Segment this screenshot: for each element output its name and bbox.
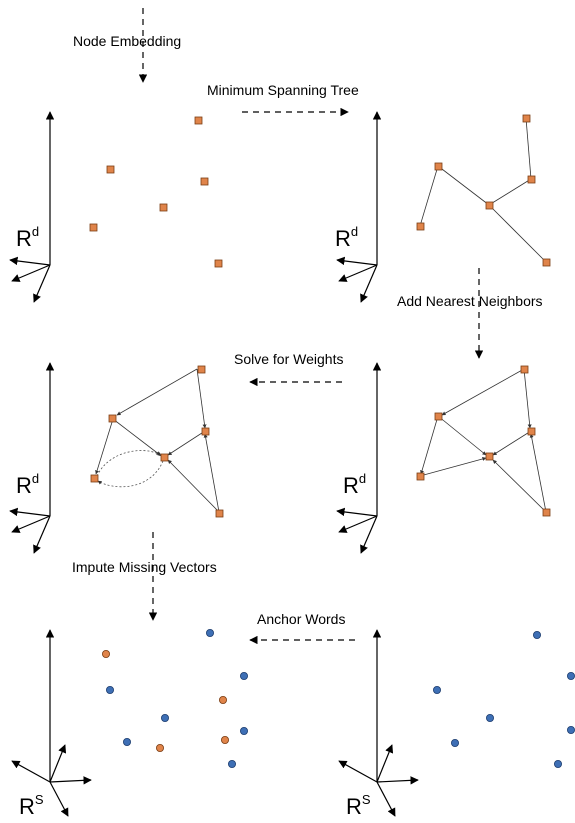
- node: [416, 472, 425, 481]
- step-solve-for-weights-label: Solve for Weights: [234, 351, 343, 367]
- anchor-node: [106, 686, 115, 695]
- node: [434, 162, 443, 171]
- node: [520, 365, 529, 374]
- imputed-node: [220, 736, 229, 745]
- node: [434, 412, 443, 421]
- step-node-embedding: Node Embedding: [73, 8, 181, 83]
- weight-arcs: [96, 450, 164, 488]
- node: [194, 116, 203, 125]
- anchor-node: [239, 672, 248, 681]
- imputed-node: [218, 696, 227, 705]
- node: [89, 223, 98, 232]
- step-anchor-words-label: Anchor Words: [257, 611, 345, 627]
- panel-impute-missing-vectors: RS: [11, 629, 248, 819]
- node: [485, 452, 494, 461]
- node: [200, 177, 209, 186]
- anchor-node: [432, 686, 441, 695]
- anchor-node: [533, 631, 542, 640]
- anchor-node: [485, 714, 494, 723]
- imputed-node: [102, 650, 111, 659]
- panel-anchor-words: RS: [338, 629, 575, 819]
- space-label: Rd: [16, 471, 39, 498]
- step-minimum-spanning-tree-label: Minimum Spanning Tree: [207, 82, 359, 98]
- step-solve-for-weights: Solve for Weights: [234, 351, 343, 387]
- weighted-edges: [95, 368, 220, 513]
- step-anchor-words: Anchor Words: [249, 611, 355, 645]
- space-label: RS: [19, 792, 44, 819]
- node: [542, 258, 551, 267]
- step-impute-missing-vectors: Impute Missing Vectors: [72, 532, 217, 621]
- node: [215, 509, 224, 518]
- axes-3d: [336, 362, 382, 554]
- step-impute-missing-vectors-label: Impute Missing Vectors: [72, 559, 217, 575]
- axes-3d: [9, 111, 55, 303]
- node: [214, 259, 223, 268]
- space-label: Rd: [343, 471, 366, 498]
- anchor-node: [239, 727, 248, 736]
- axes-3d: [338, 629, 419, 817]
- node: [160, 453, 169, 462]
- node: [416, 222, 425, 231]
- axes-3d: [336, 111, 382, 303]
- space-label: Rd: [335, 224, 358, 251]
- node: [108, 414, 117, 423]
- anchor-node: [567, 672, 575, 680]
- anchor-node: [567, 726, 575, 734]
- axes-3d: [11, 629, 92, 817]
- anchor-node: [160, 714, 169, 723]
- node: [90, 474, 99, 483]
- node: [522, 114, 531, 123]
- anchor-node: [554, 760, 563, 769]
- node: [527, 175, 536, 184]
- node: [542, 508, 551, 517]
- node: [159, 203, 168, 212]
- node: [485, 201, 494, 210]
- axes-3d: [9, 362, 55, 554]
- panel-node-embedding: Rd: [9, 111, 223, 303]
- step-minimum-spanning-tree: Minimum Spanning Tree: [207, 82, 359, 117]
- panel-solve-for-weights: Rd: [9, 362, 224, 554]
- node: [106, 165, 115, 174]
- anchor-node: [205, 629, 214, 638]
- panel-add-nearest-neighbors: Rd: [336, 362, 551, 554]
- neighbor-edges: [419, 368, 547, 513]
- imputed-node: [155, 744, 164, 753]
- step-add-nearest-neighbors-label: Add Nearest Neighbors: [397, 293, 543, 309]
- space-label: RS: [346, 792, 371, 819]
- node: [201, 427, 210, 436]
- tree-edges: [419, 117, 547, 263]
- anchor-node: [227, 760, 236, 769]
- node: [527, 427, 536, 436]
- step-node-embedding-label: Node Embedding: [73, 33, 181, 49]
- node: [197, 365, 206, 374]
- anchor-node: [450, 739, 459, 748]
- anchor-node: [123, 738, 132, 747]
- space-label: Rd: [16, 224, 39, 251]
- step-add-nearest-neighbors: Add Nearest Neighbors: [397, 268, 543, 359]
- panel-minimum-spanning-tree: Rd: [335, 111, 551, 303]
